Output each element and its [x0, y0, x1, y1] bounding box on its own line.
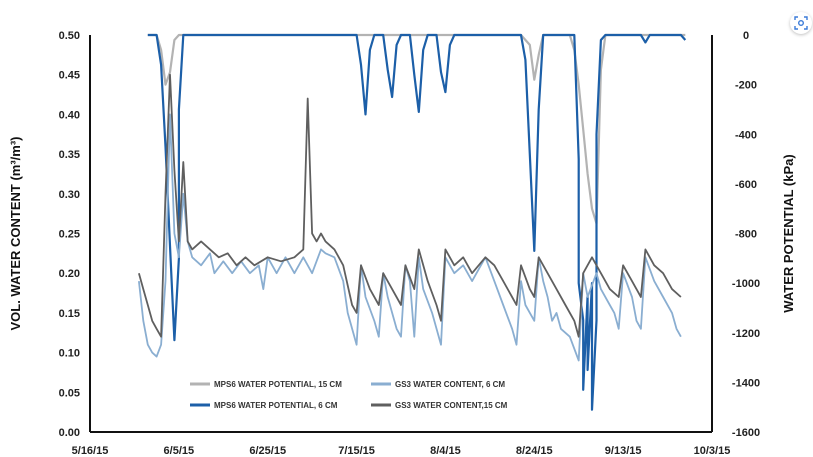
left-tick-label: 0.40 — [59, 109, 80, 121]
right-tick-label: -800 — [735, 229, 757, 241]
right-tick-label: -1000 — [732, 278, 760, 290]
right-tick-label: -1600 — [732, 427, 760, 439]
x-tick-label: 7/15/15 — [338, 445, 375, 457]
left-tick-label: 0.10 — [59, 348, 80, 360]
lens-icon — [794, 16, 808, 30]
right-tick-label: -200 — [735, 80, 757, 92]
axis-layer: 0.00 0.05 0.10 0.15 0.20 0.25 0.30 0.35 0.40 0.45… — [8, 30, 796, 457]
x-tick-label: 10/3/15 — [694, 445, 731, 457]
left-axis-title: VOL. WATER CONTENT (m³/m³) — [8, 136, 23, 330]
legend-label-gs3_6: GS3 WATER CONTENT, 6 CM — [395, 380, 505, 389]
left-tick-label: 0.45 — [59, 70, 80, 82]
right-tick-label: -1400 — [732, 377, 760, 389]
legend-label-mps6_15: MPS6 WATER POTENTIAL, 15 CM — [214, 380, 342, 389]
right-axis-title: WATER POTENTIAL (kPa) — [781, 154, 796, 312]
left-tick-label: 0.50 — [59, 30, 80, 42]
series-line-mps6_15 — [147, 33, 686, 225]
right-tick-label: -600 — [735, 179, 757, 191]
right-tick-label: -400 — [735, 129, 757, 141]
series-line-gs3_15 — [138, 73, 682, 338]
left-tick-label: 0.35 — [59, 149, 80, 161]
left-tick-label: 0.25 — [59, 229, 80, 241]
legend: MPS6 WATER POTENTIAL, 15 CM GS3 WATER CON… — [190, 380, 508, 410]
lens-button[interactable] — [790, 12, 812, 34]
legend-label-gs3_15: GS3 WATER CONTENT,15 CM — [395, 401, 508, 410]
x-tick-label: 6/25/15 — [249, 445, 286, 457]
left-tick-label: 0.30 — [59, 189, 80, 201]
left-tick-label: 0.20 — [59, 268, 80, 280]
series-line-mps6_6 — [147, 33, 687, 411]
left-tick-label: 0.15 — [59, 308, 80, 320]
x-tick-label: 8/4/15 — [430, 445, 461, 457]
series-layer — [138, 33, 687, 411]
right-tick-label: -1200 — [732, 328, 760, 340]
x-tick-label: 9/13/15 — [605, 445, 642, 457]
x-tick-label: 8/24/15 — [516, 445, 553, 457]
x-tick-label: 6/5/15 — [164, 445, 195, 457]
right-tick-label: 0 — [743, 30, 749, 42]
legend-label-mps6_6: MPS6 WATER POTENTIAL, 6 CM — [214, 401, 338, 410]
left-tick-label: 0.05 — [59, 387, 80, 399]
x-tick-label: 5/16/15 — [72, 445, 109, 457]
left-tick-label: 0.00 — [59, 427, 80, 439]
